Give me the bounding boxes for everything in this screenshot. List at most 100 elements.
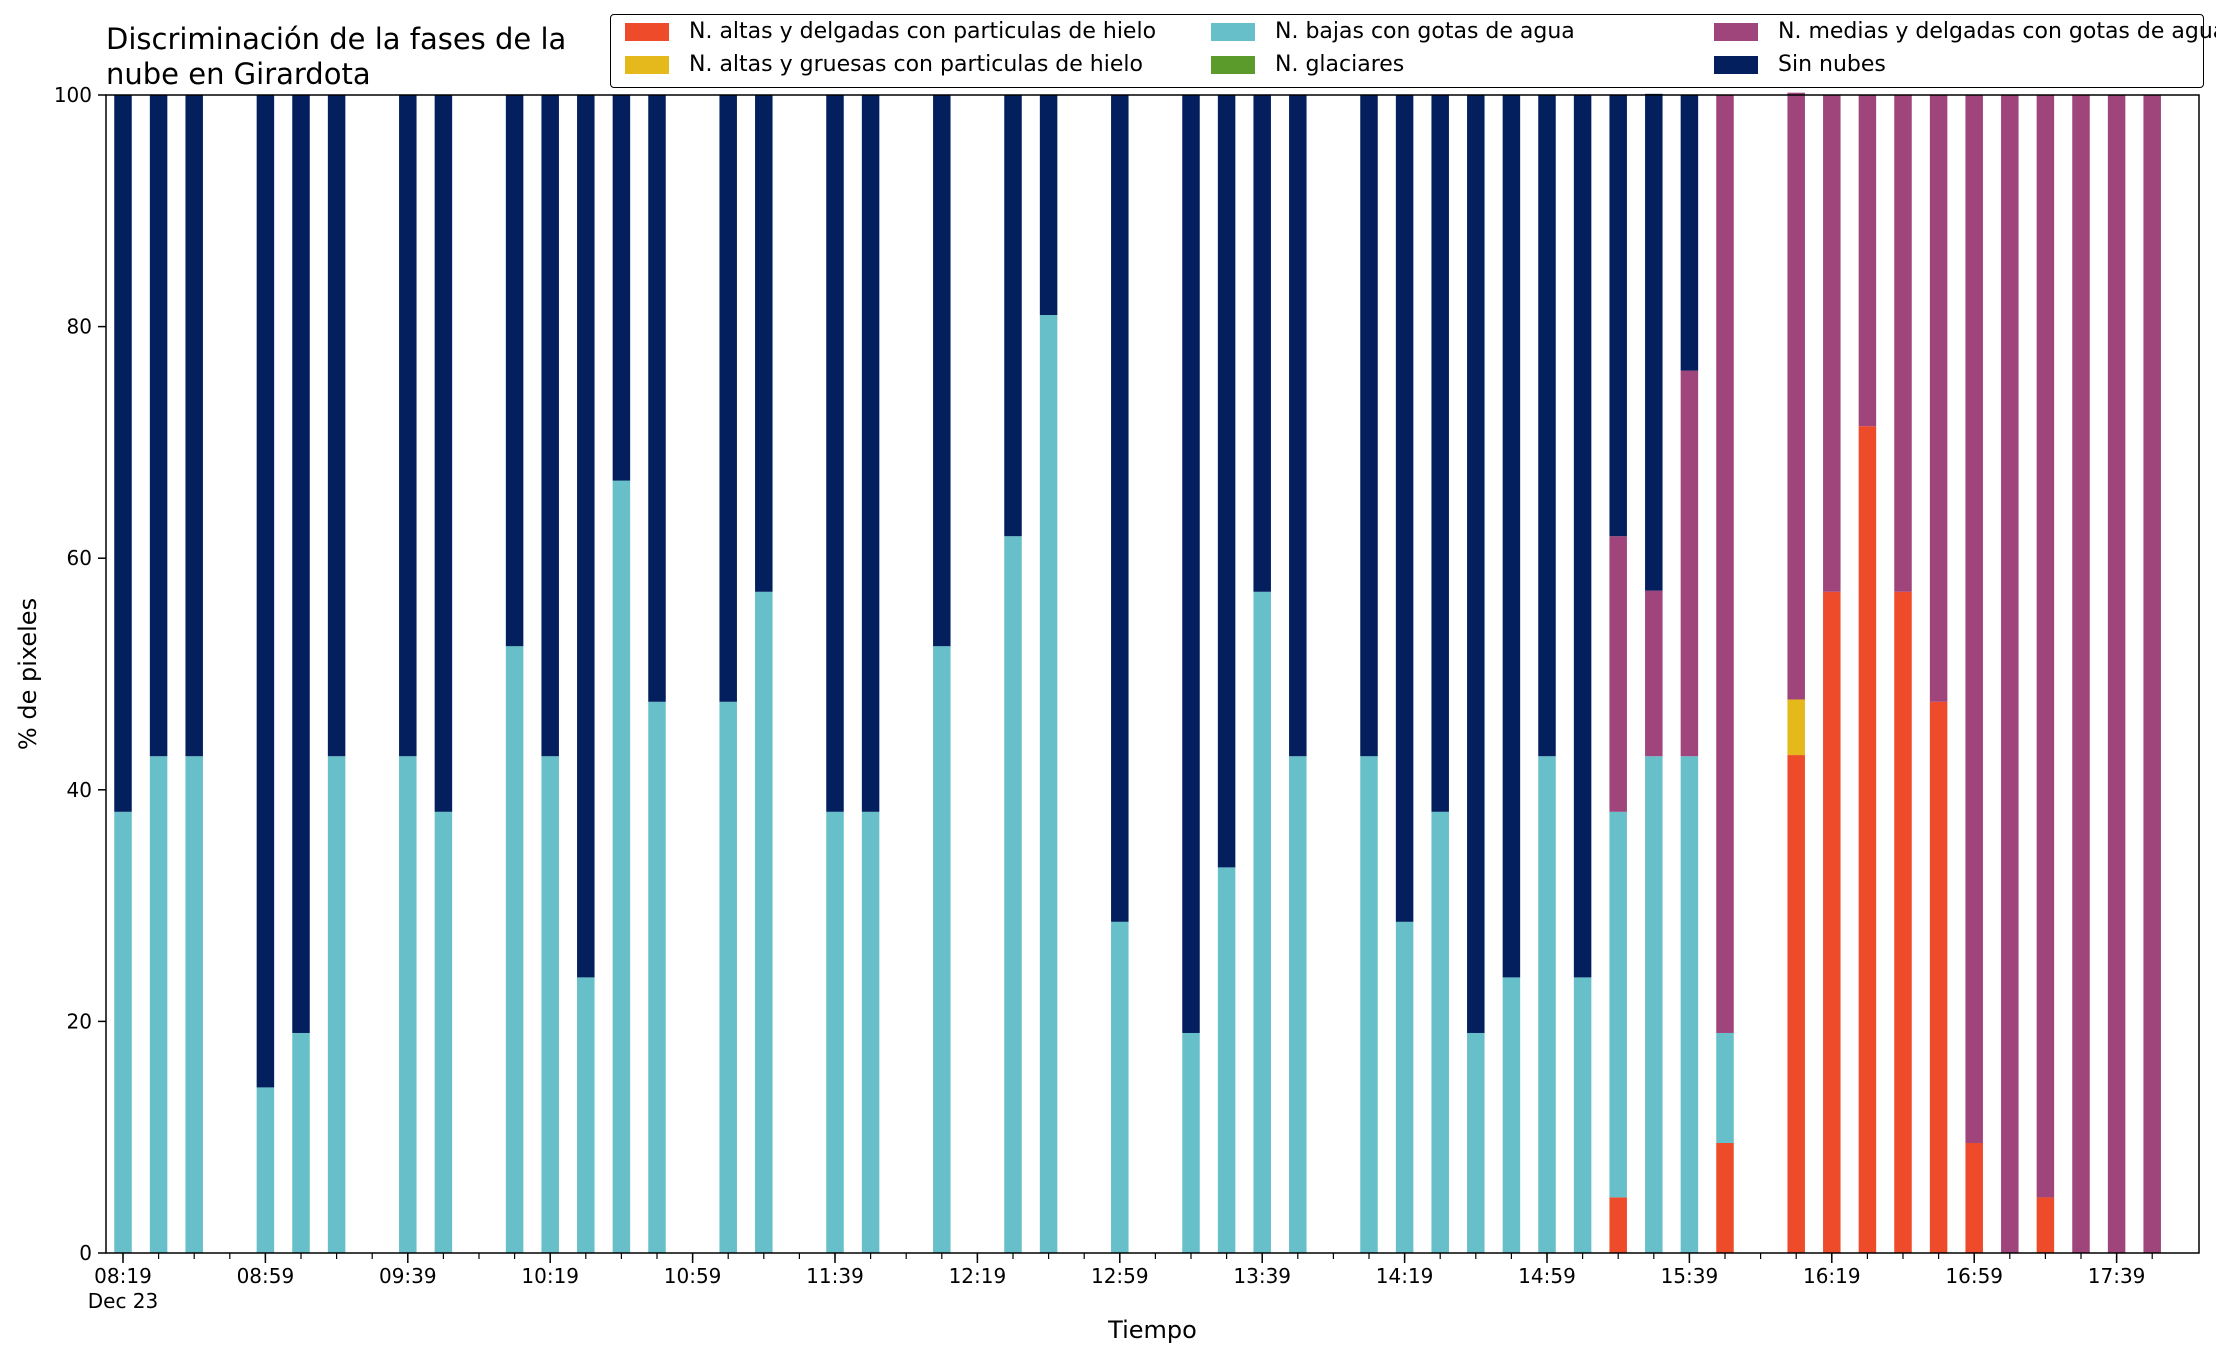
bar-segment-4-46 bbox=[2143, 95, 2161, 1253]
bar-segment-2-14 bbox=[755, 591, 773, 1253]
bar-segment-4-39 bbox=[1894, 95, 1912, 592]
bar-segment-4-44 bbox=[2072, 95, 2090, 1253]
bar-segment-4-35 bbox=[1716, 95, 1734, 1033]
bar-segment-5-0 bbox=[114, 95, 132, 812]
bar-segment-0-41 bbox=[1965, 1142, 1983, 1253]
bar-segment-5-21 bbox=[1182, 95, 1200, 1033]
bar-segment-5-16 bbox=[861, 95, 880, 812]
bar-segment-2-32 bbox=[1609, 811, 1627, 1198]
y-tick-label-20: 20 bbox=[67, 1009, 92, 1033]
bar-segment-2-10 bbox=[577, 977, 595, 1253]
bar-segment-5-5 bbox=[327, 95, 346, 757]
bar-segment-2-5 bbox=[327, 756, 346, 1253]
bar-segment-4-36 bbox=[1787, 92, 1805, 700]
bar-segment-4-32 bbox=[1609, 536, 1627, 812]
bar-segment-2-6 bbox=[399, 756, 417, 1253]
bar-segment-4-43 bbox=[2036, 95, 2055, 1198]
legend-item-0: N. altas y delgadas con particulas de hi… bbox=[625, 19, 1156, 44]
bar-segment-2-11 bbox=[612, 480, 631, 1253]
bar-segment-2-27 bbox=[1431, 811, 1449, 1253]
bar-segment-5-11 bbox=[612, 95, 631, 481]
bar-segment-2-18 bbox=[1004, 536, 1022, 1253]
x-tick-label-48: 16:19 bbox=[1803, 1264, 1861, 1288]
y-axis-label: % de pixeles bbox=[14, 598, 42, 750]
bar-segment-2-17 bbox=[933, 646, 951, 1253]
bar-segment-1-36 bbox=[1787, 699, 1805, 756]
bar-segment-5-23 bbox=[1253, 95, 1271, 592]
bar-segment-4-42 bbox=[2001, 95, 2019, 1253]
legend-label-3: N. glaciares bbox=[1275, 52, 1405, 77]
x-tick-label-32: 13:39 bbox=[1233, 1264, 1291, 1288]
bar-segment-5-1 bbox=[149, 95, 168, 757]
x-tick-sublabel-0: Dec 23 bbox=[88, 1289, 159, 1313]
bar-segment-2-2 bbox=[185, 756, 203, 1253]
bar-segment-5-17 bbox=[933, 95, 951, 647]
y-tick-label-0: 0 bbox=[79, 1241, 92, 1265]
bar-segment-2-13 bbox=[719, 701, 737, 1253]
bar-segment-4-45 bbox=[2107, 95, 2126, 1253]
bar-segment-2-22 bbox=[1217, 867, 1236, 1253]
bar-segment-2-34 bbox=[1680, 756, 1699, 1253]
bar-segment-2-31 bbox=[1573, 977, 1592, 1253]
bar-segment-2-20 bbox=[1111, 921, 1129, 1253]
x-axis-label: Tiempo bbox=[1107, 1316, 1197, 1344]
chart-legend: N. altas y delgadas con particulas de hi… bbox=[610, 14, 2216, 88]
bar-segment-0-38 bbox=[1858, 426, 1877, 1253]
bar-segment-2-19 bbox=[1039, 315, 1058, 1253]
bar-segment-2-35 bbox=[1716, 1032, 1734, 1143]
x-tick-label-0: 08:19 bbox=[94, 1264, 152, 1288]
x-tick-label-56: 17:39 bbox=[2088, 1264, 2146, 1288]
bar-segment-2-30 bbox=[1538, 756, 1556, 1253]
bar-segment-2-7 bbox=[434, 811, 453, 1253]
legend-item-4: N. medias y delgadas con gotas de agua bbox=[1714, 19, 2216, 44]
bar-segment-0-32 bbox=[1609, 1197, 1627, 1253]
bar-segment-5-31 bbox=[1573, 95, 1592, 978]
bar-segment-2-4 bbox=[292, 1032, 310, 1253]
bar-segment-2-12 bbox=[648, 701, 666, 1253]
bar-segment-2-23 bbox=[1253, 591, 1271, 1253]
bar-segment-5-15 bbox=[826, 95, 844, 812]
bar-segment-5-3 bbox=[256, 95, 275, 1088]
bar-segment-5-2 bbox=[185, 95, 203, 757]
bar-segment-2-24 bbox=[1289, 756, 1307, 1253]
bar-segment-2-29 bbox=[1502, 977, 1521, 1253]
bar-segment-5-13 bbox=[719, 95, 737, 702]
legend-label-5: Sin nubes bbox=[1778, 52, 1886, 77]
bar-segment-2-16 bbox=[861, 811, 880, 1253]
x-tick-label-40: 14:59 bbox=[1518, 1264, 1576, 1288]
bar-segment-4-33 bbox=[1645, 590, 1663, 757]
bar-segment-5-28 bbox=[1467, 95, 1485, 1033]
legend-swatch-4 bbox=[1714, 22, 1758, 41]
legend-label-0: N. altas y delgadas con particulas de hi… bbox=[689, 19, 1157, 44]
bar-segment-0-39 bbox=[1894, 591, 1912, 1253]
x-tick-label-4: 08:59 bbox=[237, 1264, 295, 1288]
x-tick-label-16: 10:59 bbox=[664, 1264, 722, 1288]
legend-label-2: N. bajas con gotas de agua bbox=[1275, 19, 1575, 44]
bar-segment-2-15 bbox=[826, 811, 844, 1253]
bar-segment-2-33 bbox=[1645, 756, 1663, 1253]
bar-segment-5-9 bbox=[541, 95, 559, 757]
x-tick-label-12: 10:19 bbox=[521, 1264, 579, 1288]
bar-segment-5-14 bbox=[755, 95, 773, 592]
x-tick-label-52: 16:59 bbox=[1945, 1264, 2003, 1288]
bar-segment-0-36 bbox=[1787, 755, 1805, 1253]
y-tick-label-60: 60 bbox=[67, 546, 92, 570]
bar-segment-2-3 bbox=[256, 1087, 275, 1253]
x-tick-label-44: 15:39 bbox=[1661, 1264, 1719, 1288]
bar-segment-5-7 bbox=[434, 95, 453, 812]
legend-label-4: N. medias y delgadas con gotas de agua bbox=[1778, 19, 2216, 44]
bar-segment-4-40 bbox=[1929, 95, 1948, 702]
legend-swatch-0 bbox=[625, 22, 669, 41]
legend-item-1: N. altas y gruesas con particulas de hie… bbox=[625, 52, 1143, 77]
bar-segment-5-10 bbox=[577, 95, 595, 978]
bar-segment-4-34 bbox=[1680, 370, 1699, 757]
legend-item-2: N. bajas con gotas de agua bbox=[1211, 19, 1575, 44]
bar-segment-5-4 bbox=[292, 95, 310, 1033]
bar-segment-5-22 bbox=[1217, 95, 1236, 868]
bar-segment-2-25 bbox=[1360, 756, 1378, 1253]
legend-item-5: Sin nubes bbox=[1714, 52, 1886, 77]
bar-segment-2-0 bbox=[114, 811, 132, 1253]
x-tick-label-36: 14:19 bbox=[1376, 1264, 1434, 1288]
bar-segment-5-12 bbox=[648, 95, 666, 702]
